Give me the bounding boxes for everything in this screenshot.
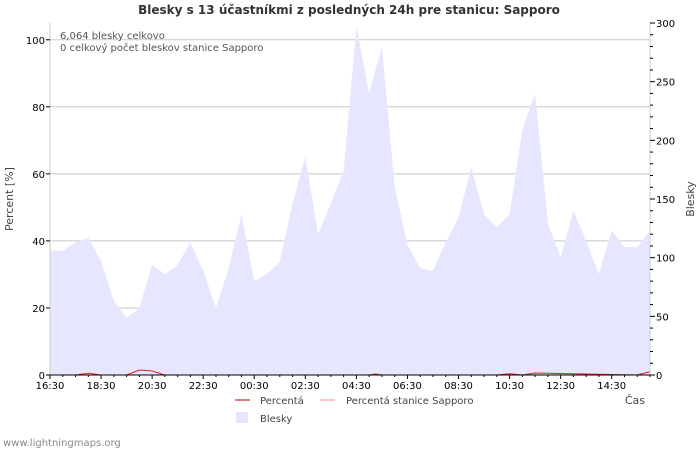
x-tick-label: 04:30 [342, 381, 371, 392]
y-right-label: Blesky [684, 181, 697, 217]
x-tick-label: 22:30 [189, 381, 218, 392]
y-right-tick-label: 50 [656, 312, 669, 323]
x-tick-label: 06:30 [393, 381, 422, 392]
x-tick-label: 00:30 [240, 381, 269, 392]
annotation-total: 6,064 blesky celkovo [60, 31, 165, 42]
y-left-tick-label: 100 [26, 36, 45, 47]
x-tick-label: 08:30 [444, 381, 473, 392]
watermark: www.lightningmaps.org [3, 438, 121, 449]
y-left-tick-label: 0 [39, 371, 45, 382]
y-right-tick-label: 100 [656, 254, 675, 265]
y-left-tick-label: 20 [32, 304, 45, 315]
legend: Percentá Percentá stanice Sapporo Blesky [235, 395, 473, 425]
y-right-tick-label: 150 [656, 195, 675, 206]
y-left-tick-label: 60 [32, 170, 45, 181]
strikes-area [50, 26, 650, 375]
y-left-tick-label: 80 [32, 103, 45, 114]
x-tick-label: 18:30 [87, 381, 116, 392]
x-tick-label: 14:30 [597, 381, 626, 392]
annotation-station: 0 celkový počet bleskov stanice Sapporo [60, 42, 263, 54]
legend-station-label: Percentá stanice Sapporo [346, 395, 473, 407]
y-left-tick-label: 40 [32, 237, 45, 248]
x-tick-label: 16:30 [36, 381, 65, 392]
legend-strikes-label: Blesky [260, 414, 292, 425]
x-tick-label: 10:30 [495, 381, 524, 392]
y-right-tick-label: 200 [656, 136, 675, 147]
ticks-layer: 0 20 40 60 80 100 0 50 100 150 200 250 300 16:30 18:30… [26, 19, 675, 392]
x-tick-label: 12:30 [546, 381, 575, 392]
legend-percent-label: Percentá [260, 395, 304, 407]
x-tick-label: 02:30 [291, 381, 320, 392]
strikes-area-layer [50, 26, 650, 375]
y-right-tick-label: 300 [656, 19, 675, 30]
x-tick-label: 20:30 [138, 381, 167, 392]
y-left-label: Percent [%] [3, 167, 16, 231]
chart-title: Blesky s 13 účastníkmi z posledných 24h … [138, 3, 560, 17]
x-axis-label: Čas [625, 394, 645, 407]
y-right-tick-label: 0 [656, 371, 662, 382]
y-right-tick-label: 250 [656, 78, 675, 89]
legend-strikes-swatch [236, 412, 248, 423]
